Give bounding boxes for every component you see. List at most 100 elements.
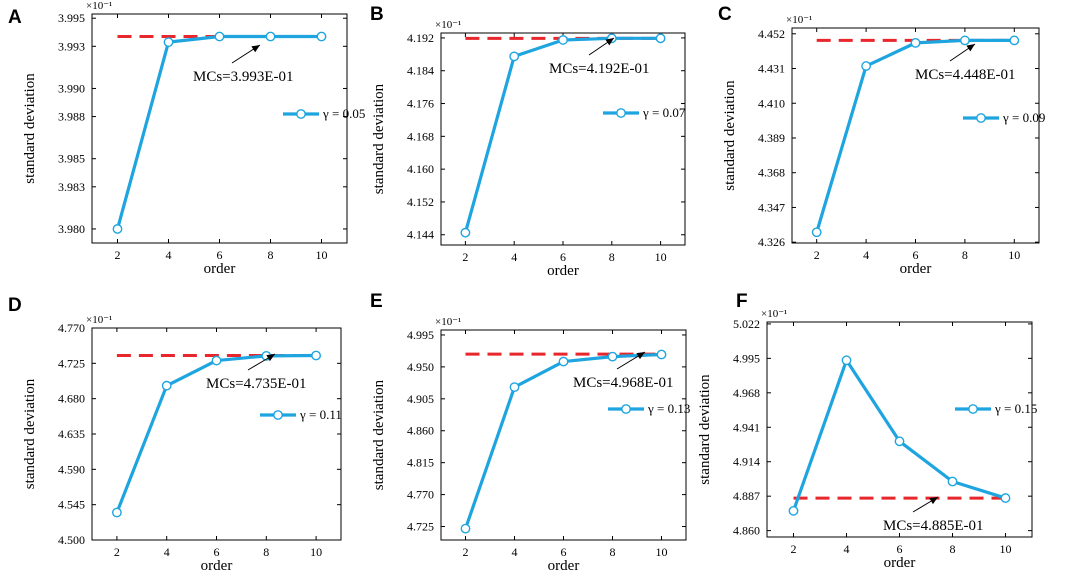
y-tick-label: 4.368 [758, 166, 785, 180]
legend: γ = 0.11 [260, 407, 342, 422]
y-tick-label: 4.968 [733, 386, 760, 400]
y-tick-label: 4.410 [758, 96, 785, 110]
data-point [861, 61, 871, 71]
x-tick-label: 2 [115, 248, 121, 262]
arrow-head [636, 352, 645, 360]
panel-label: A [8, 7, 22, 28]
data-point [112, 224, 123, 234]
panel-label: E [370, 291, 383, 312]
mcs-annotation: MCs=4.448E-01 [915, 67, 1016, 83]
plot-frame [766, 321, 1033, 538]
data-point [316, 31, 327, 42]
legend-swatch-marker [968, 404, 978, 414]
y-tick-label: 3.995 [58, 11, 85, 25]
chart-panel-f: F ×10⁻¹ 2 4 6 8 10 4.860 4.887 4.914 4.941 4.968 4.9… [697, 291, 1037, 571]
y-tick-label: 5.022 [733, 317, 760, 331]
legend-label: γ = 0.13 [647, 401, 690, 416]
y-tick-label: 4.725 [407, 520, 434, 534]
x-tick-label: 8 [268, 248, 274, 262]
arrow-head [605, 38, 614, 46]
arrow-head [266, 354, 275, 362]
legend: γ = 0.07 [603, 105, 686, 120]
data-point [811, 227, 822, 238]
y-tick-label: 4.905 [407, 392, 434, 406]
x-tick-label: 2 [814, 248, 820, 262]
x-tick-label: 2 [114, 545, 120, 559]
legend: γ = 0.15 [955, 401, 1037, 416]
series-line [115, 34, 322, 230]
y-tick-label: 4.144 [407, 228, 434, 242]
y-exponent-label: ×10⁻¹ [86, 314, 112, 326]
y-tick-label: 3.990 [58, 81, 85, 95]
x-axis-label: order [547, 263, 579, 279]
y-tick-label: 3.983 [58, 180, 85, 194]
x-tick-label: 8 [263, 545, 269, 559]
panel-label: F [736, 291, 748, 312]
x-tick-label: 4 [164, 545, 170, 559]
y-tick-label: 4.995 [407, 328, 434, 342]
y-tick-label: 4.152 [407, 195, 434, 209]
x-tick-label: 6 [561, 545, 567, 559]
legend: γ = 0.09 [963, 110, 1045, 125]
data-point [509, 51, 520, 62]
chart-panel-c: C ×10⁻¹ 2 4 6 8 10 4.326 4.347 4.368 4.389 4.410 4.4… [718, 4, 1045, 277]
x-axis-label: order [900, 261, 932, 277]
y-tick-label: 4.635 [58, 427, 85, 441]
y-exponent-label: ×10⁻¹ [435, 316, 461, 328]
data-point [161, 380, 172, 391]
arrow-head [251, 45, 260, 53]
y-tick-label: 3.985 [58, 152, 85, 166]
x-tick-label: 4 [166, 248, 172, 262]
x-tick-label: 8 [950, 542, 956, 556]
panel-label: C [718, 4, 732, 25]
data-point [460, 523, 471, 534]
y-exponent-label: ×10⁻¹ [435, 19, 461, 31]
y-tick-label: 4.941 [733, 420, 760, 434]
data-point [1000, 493, 1011, 503]
x-tick-label: 6 [897, 542, 903, 556]
y-tick-label: 4.770 [58, 321, 85, 335]
data-point [894, 436, 905, 447]
y-axis-label: standard deviation [371, 379, 387, 490]
panel-label: D [8, 295, 22, 316]
data-point [910, 37, 921, 48]
legend-label: γ = 0.07 [642, 105, 686, 120]
mcs-annotation: MCs=4.735E-01 [206, 376, 307, 392]
y-tick-label: 4.326 [758, 235, 785, 249]
data-point [656, 349, 667, 360]
x-tick-label: 6 [913, 248, 919, 262]
x-tick-label: 10 [1008, 248, 1020, 262]
y-tick-label: 4.431 [758, 62, 785, 76]
legend-label: γ = 0.05 [322, 106, 365, 121]
data-point [960, 35, 970, 46]
x-tick-label: 8 [610, 545, 616, 559]
x-axis-label: order [884, 555, 916, 571]
y-tick-label: 4.815 [407, 456, 434, 470]
data-point [214, 31, 225, 42]
y-tick-label: 4.160 [407, 162, 434, 176]
data-point [460, 227, 471, 238]
y-axis-label: standard deviation [22, 378, 38, 489]
y-tick-label: 4.184 [407, 64, 434, 78]
y-tick-label: 4.860 [407, 424, 434, 438]
legend-label: γ = 0.11 [299, 407, 342, 422]
y-axis-label: standard deviation [697, 374, 713, 485]
data-point [655, 33, 666, 44]
y-tick-label: 4.545 [58, 498, 85, 512]
x-tick-label: 10 [316, 248, 328, 262]
x-tick-label: 6 [217, 248, 223, 262]
x-axis-label: order [201, 558, 233, 574]
legend-swatch-marker [296, 109, 306, 119]
data-point [112, 507, 122, 518]
data-point [788, 505, 799, 516]
data-point [509, 382, 520, 393]
data-point [558, 35, 568, 45]
y-exponent-label: ×10⁻¹ [761, 308, 787, 320]
x-tick-label: 6 [214, 545, 220, 559]
mcs-annotation: MCs=4.968E-01 [573, 375, 674, 391]
chart-panel-d: D ×10⁻¹ 2 4 6 8 10 4.500 4.545 4.590 4.635 4.680 4.7… [8, 295, 342, 574]
y-tick-label: 4.590 [58, 462, 85, 476]
y-exponent-label: ×10⁻¹ [86, 0, 112, 12]
y-tick-label: 4.452 [758, 27, 785, 41]
